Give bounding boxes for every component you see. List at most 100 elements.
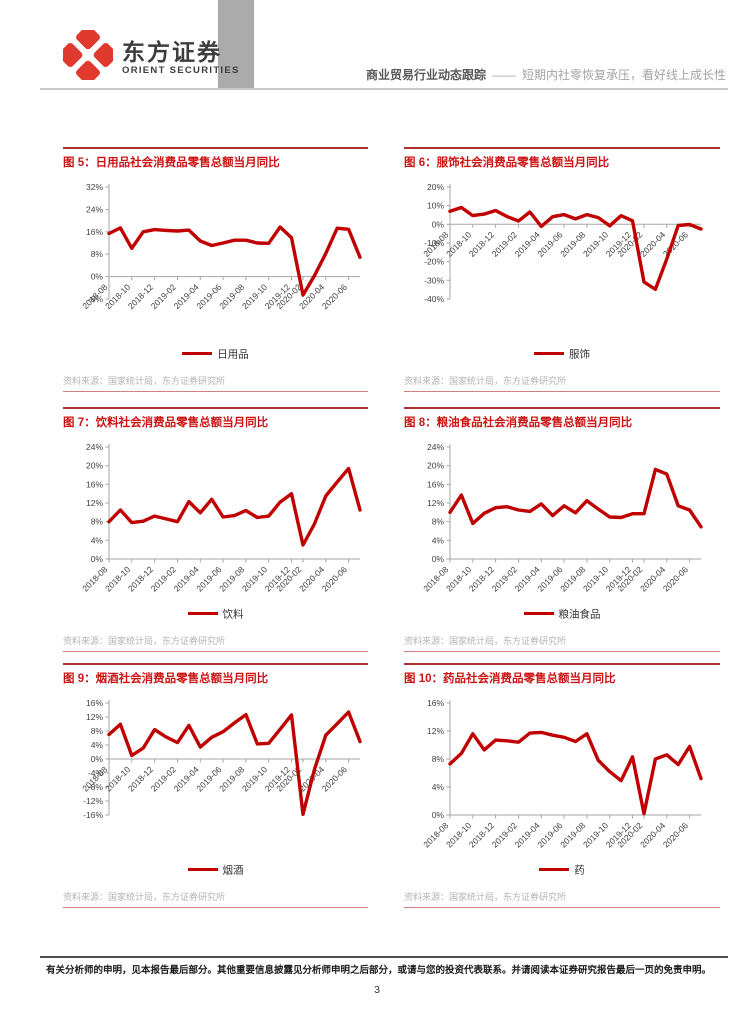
figure-7-title: 图 7：饮料社会消费品零售总额当月同比 bbox=[63, 417, 269, 429]
figure-9-title: 图 9：烟酒社会消费品零售总额当月同比 bbox=[63, 673, 269, 685]
figure-6-line-chart: -40%-30%-20%-10%0%10%20%2018-082018-1020… bbox=[421, 182, 703, 304]
svg-text:0%: 0% bbox=[432, 810, 445, 820]
svg-text:20%: 20% bbox=[427, 461, 444, 471]
figure-9-block: 图 9：烟酒社会消费品零售总额当月同比 -16% -12% -8% -4% 0% 4% 8%… bbox=[63, 663, 368, 908]
figure-8-block: 图 8：粮油食品社会消费品零售总额当月同比 0% 4% 8% 12% 16% 20% 24%… bbox=[404, 407, 720, 652]
svg-text:24%: 24% bbox=[86, 442, 103, 452]
figure-9-line-chart: -16%-12%-8%-4%0%4%8%12%16%2018-082018-10… bbox=[80, 698, 362, 820]
svg-text:8%: 8% bbox=[432, 517, 445, 527]
figure-5-title: 图 5：日用品社会消费品零售总额当月同比 bbox=[63, 157, 280, 169]
header-report-title: 商业贸易行业动态跟踪 —— 短期内社零恢复承压，看好线上成长性 bbox=[366, 66, 726, 83]
footer-divider bbox=[40, 956, 728, 958]
figure-10-legend: 药 bbox=[404, 861, 720, 877]
figure-bottom-rule bbox=[63, 391, 368, 392]
svg-text:2020-06: 2020-06 bbox=[320, 282, 349, 311]
svg-text:16%: 16% bbox=[86, 479, 103, 489]
svg-text:12%: 12% bbox=[427, 726, 444, 736]
figure-8-line-chart: 0%4%8%12%16%20%24%2018-082018-102018-122… bbox=[421, 442, 703, 593]
source-note: 资料来源：国家统计局，东方证券研究所 bbox=[63, 636, 226, 646]
svg-text:20%: 20% bbox=[86, 461, 103, 471]
figure-top-rule bbox=[404, 407, 720, 409]
svg-text:4%: 4% bbox=[432, 782, 445, 792]
figure-top-rule bbox=[63, 147, 368, 149]
figure-bottom-rule bbox=[404, 907, 720, 908]
figure-bottom-rule bbox=[63, 651, 368, 652]
figure-10-title: 图 10：药品社会消费品零售总额当月同比 bbox=[404, 673, 616, 685]
svg-text:12%: 12% bbox=[427, 498, 444, 508]
svg-text:32%: 32% bbox=[86, 182, 103, 192]
svg-text:16%: 16% bbox=[86, 227, 103, 237]
report-subtitle: 短期内社零恢复承压，看好线上成长性 bbox=[521, 68, 726, 82]
svg-text:-8%: -8% bbox=[88, 782, 104, 792]
svg-text:0%: 0% bbox=[432, 554, 445, 564]
legend-line-swatch bbox=[187, 868, 218, 872]
source-note: 资料来源：国家统计局，东方证券研究所 bbox=[404, 636, 567, 646]
svg-text:16%: 16% bbox=[427, 698, 444, 708]
header-gray-bar bbox=[218, 0, 254, 90]
svg-text:0%: 0% bbox=[91, 754, 104, 764]
figure-5-line-chart: -8%0%8%16%24%32%2018-082018-102018-12201… bbox=[80, 182, 362, 311]
report-type: 商业贸易行业动态跟踪 bbox=[365, 68, 486, 82]
svg-text:-12%: -12% bbox=[83, 796, 103, 806]
header-divider bbox=[40, 88, 728, 90]
figure-7-line-chart: 0%4%8%12%16%20%24%2018-082018-102018-122… bbox=[80, 442, 362, 593]
figure-6-title: 图 6：服饰社会消费品零售总额当月同比 bbox=[404, 157, 610, 169]
legend-line-swatch bbox=[539, 868, 570, 872]
svg-text:16%: 16% bbox=[427, 479, 444, 489]
figure-6-block: 图 6：服饰社会消费品零售总额当月同比 -40% -30% -20% -10% 0% 10… bbox=[404, 147, 720, 392]
svg-text:2020-06: 2020-06 bbox=[320, 564, 349, 593]
svg-text:0%: 0% bbox=[91, 554, 104, 564]
figure-10-block: 图 10：药品社会消费品零售总额当月同比 0% 4% 8% 12% 16% 2018-08… bbox=[404, 663, 720, 908]
figure-5-block: 图 5：日用品社会消费品零售总额当月同比 -8% 0% 8% 16% 24% 32% 201… bbox=[63, 147, 368, 392]
svg-text:10%: 10% bbox=[427, 201, 444, 211]
legend-line-swatch bbox=[187, 612, 218, 616]
legend-line-swatch bbox=[534, 352, 564, 356]
svg-text:2020-06: 2020-06 bbox=[661, 564, 690, 593]
figure-bottom-rule bbox=[63, 907, 368, 908]
figure-top-rule bbox=[404, 663, 720, 665]
figure-bottom-rule bbox=[404, 651, 720, 652]
header-dash: —— bbox=[491, 68, 516, 82]
figure-9-legend: 烟酒 bbox=[63, 861, 368, 877]
svg-text:8%: 8% bbox=[91, 726, 104, 736]
svg-text:-16%: -16% bbox=[83, 810, 103, 820]
footer-disclaimer: 有关分析师的申明，见本报告最后部分。其他重要信息披露见分析师申明之后部分，或请与… bbox=[46, 965, 712, 976]
svg-text:8%: 8% bbox=[432, 754, 445, 764]
svg-text:-10%: -10% bbox=[424, 238, 444, 248]
svg-text:4%: 4% bbox=[432, 535, 445, 545]
svg-text:2020-06: 2020-06 bbox=[320, 764, 349, 793]
figure-top-rule bbox=[63, 407, 368, 409]
svg-text:24%: 24% bbox=[86, 204, 103, 214]
svg-text:-20%: -20% bbox=[424, 257, 444, 267]
page-number: 3 bbox=[374, 984, 380, 996]
legend-line-swatch bbox=[182, 352, 213, 356]
source-note: 资料来源：国家统计局，东方证券研究所 bbox=[404, 376, 567, 386]
figure-8-title: 图 8：粮油食品社会消费品零售总额当月同比 bbox=[404, 417, 633, 429]
svg-text:0%: 0% bbox=[432, 219, 445, 229]
source-note: 资料来源：国家统计局，东方证券研究所 bbox=[404, 892, 567, 902]
orient-securities-logo: 东方证券 ORIENT SECURITIES bbox=[58, 25, 240, 85]
figure-7-block: 图 7：饮料社会消费品零售总额当月同比 0% 4% 8% 12% 16% 20% 24% 20… bbox=[63, 407, 368, 652]
logo-cn-text: 东方证券 bbox=[122, 38, 222, 65]
svg-text:4%: 4% bbox=[91, 535, 104, 545]
figure-8-legend: 粮油食品 bbox=[404, 605, 720, 621]
svg-text:16%: 16% bbox=[86, 698, 103, 708]
figure-10-line-chart: 0%4%8%12%16%2018-082018-102018-122019-02… bbox=[421, 698, 703, 849]
figure-7-legend: 饮料 bbox=[63, 605, 368, 621]
svg-text:4%: 4% bbox=[91, 740, 104, 750]
source-note: 资料来源：国家统计局，东方证券研究所 bbox=[63, 376, 226, 386]
figure-top-rule bbox=[63, 663, 368, 665]
orient-securities-logo-icon bbox=[58, 25, 118, 85]
svg-text:-40%: -40% bbox=[424, 294, 444, 304]
svg-text:8%: 8% bbox=[91, 249, 104, 259]
figure-top-rule bbox=[404, 147, 720, 149]
svg-text:-30%: -30% bbox=[424, 275, 444, 285]
svg-text:20%: 20% bbox=[427, 182, 444, 192]
svg-text:0%: 0% bbox=[91, 272, 104, 282]
svg-text:-8%: -8% bbox=[88, 294, 104, 304]
svg-text:-4%: -4% bbox=[88, 768, 104, 778]
figure-6-legend: 服饰 bbox=[404, 345, 720, 361]
svg-text:12%: 12% bbox=[86, 712, 103, 722]
logo-en-text: ORIENT SECURITIES bbox=[122, 64, 240, 76]
